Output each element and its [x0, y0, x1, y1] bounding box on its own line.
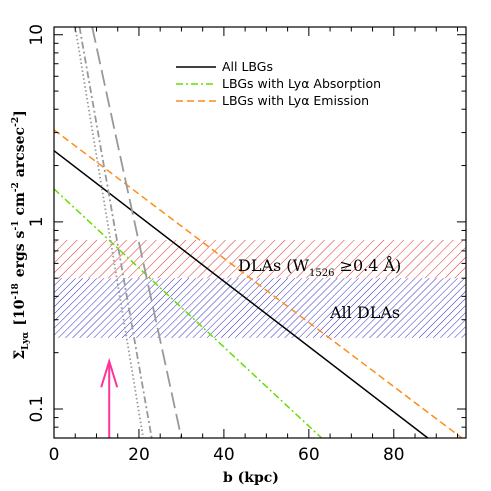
x-tick-label: 0 [49, 445, 60, 465]
band-label-dla-w1526: DLAs (W1526 ≥0.4 Å) [238, 255, 401, 279]
legend-label-all-lbgs: All LBGs [222, 59, 273, 74]
x-axis-title: b (kpc) [223, 470, 279, 486]
line-all-lbgs [54, 150, 429, 438]
y-axis-title: ΣLyα[10-18ergs s-1cm-2arcsec-2] [11, 110, 31, 359]
line-model-dotted [74, 27, 145, 438]
svg-text:ΣLyα[10-18ergs s-1cm-2arcsec-2: ΣLyα[10-18ergs s-1cm-2arcsec-2] [11, 110, 31, 359]
arrow-head [100, 357, 119, 388]
axis-ticks: 0 20 40 60 80 0.1 1 10 [27, 24, 466, 465]
x-tick-label: 40 [213, 445, 235, 465]
legend-label-emission: LBGs with Lyα Emission [222, 93, 369, 108]
x-tick-label: 20 [128, 445, 150, 465]
plot-frame [53, 26, 467, 439]
band-label-all-dlas: All DLAs [329, 303, 400, 322]
y-tick-label: 1 [27, 216, 47, 227]
line-emission [54, 129, 463, 438]
legend-label-absorption: LBGs with Lyα Absorption [222, 76, 381, 91]
x-tick-label: 80 [383, 445, 405, 465]
y-tick-label: 10 [27, 24, 47, 46]
impact-arrow [100, 357, 119, 438]
band-0 [54, 240, 466, 279]
band-1 [54, 278, 466, 338]
dla-bands [54, 240, 466, 338]
line-model-dashdot [78, 27, 153, 438]
legend: All LBGs LBGs with Lyα Absorption LBGs w… [176, 59, 381, 108]
x-tick-label: 60 [298, 445, 320, 465]
y-tick-label: 0.1 [27, 395, 47, 422]
series-lines [54, 27, 463, 438]
line-absorption [54, 188, 323, 438]
line-model-longdash [91, 27, 183, 438]
